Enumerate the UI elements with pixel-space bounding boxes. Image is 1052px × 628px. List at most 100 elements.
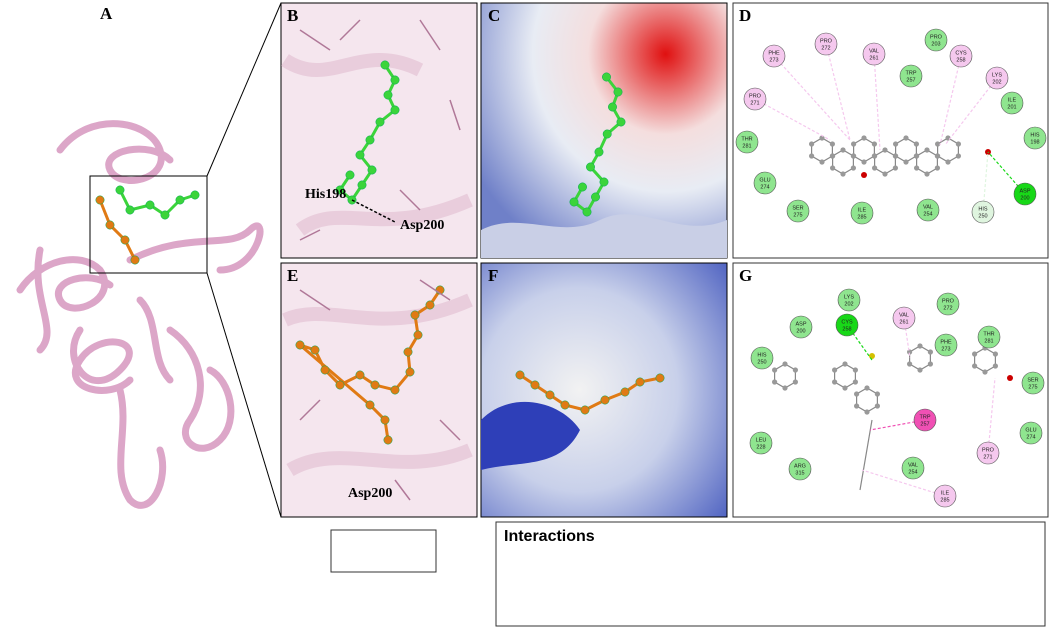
panel-d bbox=[732, 2, 1049, 259]
ligand-atom bbox=[861, 135, 867, 141]
ligand-atom bbox=[115, 185, 125, 195]
ligand-atom bbox=[842, 361, 848, 367]
residue-node bbox=[1023, 126, 1047, 150]
residue-name: ILE bbox=[858, 207, 867, 213]
residue-node bbox=[850, 201, 874, 225]
ligand-atom bbox=[861, 159, 867, 165]
interaction-line bbox=[987, 377, 996, 454]
ligand-atom bbox=[851, 153, 857, 159]
panel-f bbox=[480, 262, 728, 518]
ligand-atom bbox=[869, 353, 875, 359]
residue-name: HIS bbox=[978, 206, 988, 212]
panel-label: C bbox=[488, 6, 500, 25]
ligand-atom bbox=[620, 387, 630, 397]
interaction-line bbox=[773, 55, 851, 141]
ligand-atom bbox=[1007, 375, 1013, 381]
ligand-atom bbox=[515, 370, 525, 380]
residue-node bbox=[936, 292, 960, 316]
residue-node bbox=[971, 200, 995, 224]
ligand-atom bbox=[105, 220, 115, 230]
residue-name: LYS bbox=[844, 294, 854, 300]
ligand-atom bbox=[425, 300, 435, 310]
surface-patch bbox=[481, 401, 580, 470]
ligand-atom bbox=[370, 380, 380, 390]
zoom-line bbox=[206, 272, 282, 518]
interaction-line bbox=[754, 98, 831, 141]
ligand-atom bbox=[982, 369, 988, 375]
ligand-atom bbox=[830, 153, 836, 159]
panel-label: F bbox=[488, 266, 498, 285]
residue-name: HIS bbox=[757, 352, 767, 358]
residue-number: 281 bbox=[984, 338, 993, 344]
ligand-atom bbox=[854, 391, 860, 397]
ligand-atom bbox=[413, 330, 423, 340]
ligand-atom bbox=[345, 170, 355, 180]
residue-number: 258 bbox=[842, 326, 851, 332]
ligand-atom bbox=[809, 141, 815, 147]
residue-node bbox=[901, 456, 925, 480]
residue-node bbox=[837, 288, 861, 312]
ligand-atom bbox=[903, 135, 909, 141]
interaction-line bbox=[861, 469, 946, 497]
residue-number: 281 bbox=[742, 143, 751, 149]
ligand-atom bbox=[864, 409, 870, 415]
ligand-atom bbox=[851, 141, 857, 147]
residue-name: THR bbox=[741, 136, 752, 142]
ligand-atom bbox=[874, 391, 880, 397]
ligand-atom bbox=[390, 75, 400, 85]
ligand-atom bbox=[907, 361, 913, 367]
residue-name: HIS bbox=[1030, 132, 1040, 138]
ligand-atom bbox=[864, 385, 870, 391]
ligand-atom bbox=[655, 373, 665, 383]
annotation: Asp200 bbox=[400, 218, 444, 233]
ligand-atom bbox=[580, 405, 590, 415]
residue-number: 202 bbox=[992, 79, 1001, 85]
residue-name: TRP bbox=[906, 70, 917, 76]
ligand-atom bbox=[602, 72, 611, 82]
residue-node bbox=[835, 313, 859, 337]
residue-node bbox=[743, 87, 767, 111]
ligand-atom bbox=[955, 141, 961, 147]
annotation: His198 bbox=[305, 187, 346, 202]
residue-name: ILE bbox=[1008, 97, 1017, 103]
residue-stick bbox=[339, 19, 361, 41]
ligand-atom bbox=[882, 147, 888, 153]
residue-node bbox=[924, 28, 948, 52]
residue-number: 285 bbox=[857, 214, 866, 220]
ligand-atom bbox=[842, 385, 848, 391]
legend-title: Interactions bbox=[504, 528, 595, 545]
ligand-atom bbox=[599, 177, 609, 187]
residue-stick bbox=[399, 189, 421, 211]
ligand-atom bbox=[782, 361, 788, 367]
ligand-atom bbox=[917, 343, 923, 349]
ligand-atom bbox=[955, 153, 961, 159]
ligand-atom bbox=[840, 171, 846, 177]
ligand-atom bbox=[160, 210, 170, 220]
residue-name: LYS bbox=[992, 72, 1002, 78]
residue-node bbox=[949, 44, 973, 68]
ligand-atom bbox=[872, 165, 878, 171]
ligand-atom bbox=[945, 159, 951, 165]
residue-name: SER bbox=[792, 205, 803, 211]
ligand-atom bbox=[903, 159, 909, 165]
residue-name: VAL bbox=[908, 462, 918, 468]
ligand-atom bbox=[832, 379, 838, 385]
panel-label: D bbox=[739, 6, 751, 25]
ligand-atom bbox=[893, 153, 899, 159]
interaction-line bbox=[944, 77, 998, 146]
ligand-atom bbox=[861, 172, 867, 178]
panel-label: G bbox=[739, 266, 752, 285]
ligand-atom bbox=[569, 197, 579, 207]
residue-node bbox=[1000, 91, 1024, 115]
ligand-atom bbox=[602, 129, 612, 139]
residue-number: 274 bbox=[1026, 434, 1035, 440]
residue-number: 250 bbox=[978, 213, 987, 219]
residue-number: 258 bbox=[956, 57, 965, 63]
surface-patch bbox=[481, 214, 727, 258]
residue-name: LEU bbox=[756, 437, 767, 443]
residue-number: 271 bbox=[750, 100, 759, 106]
ligand-atom bbox=[357, 180, 367, 190]
ligand-atom bbox=[935, 141, 941, 147]
residue-number: 254 bbox=[908, 469, 917, 475]
residue-node bbox=[985, 66, 1009, 90]
